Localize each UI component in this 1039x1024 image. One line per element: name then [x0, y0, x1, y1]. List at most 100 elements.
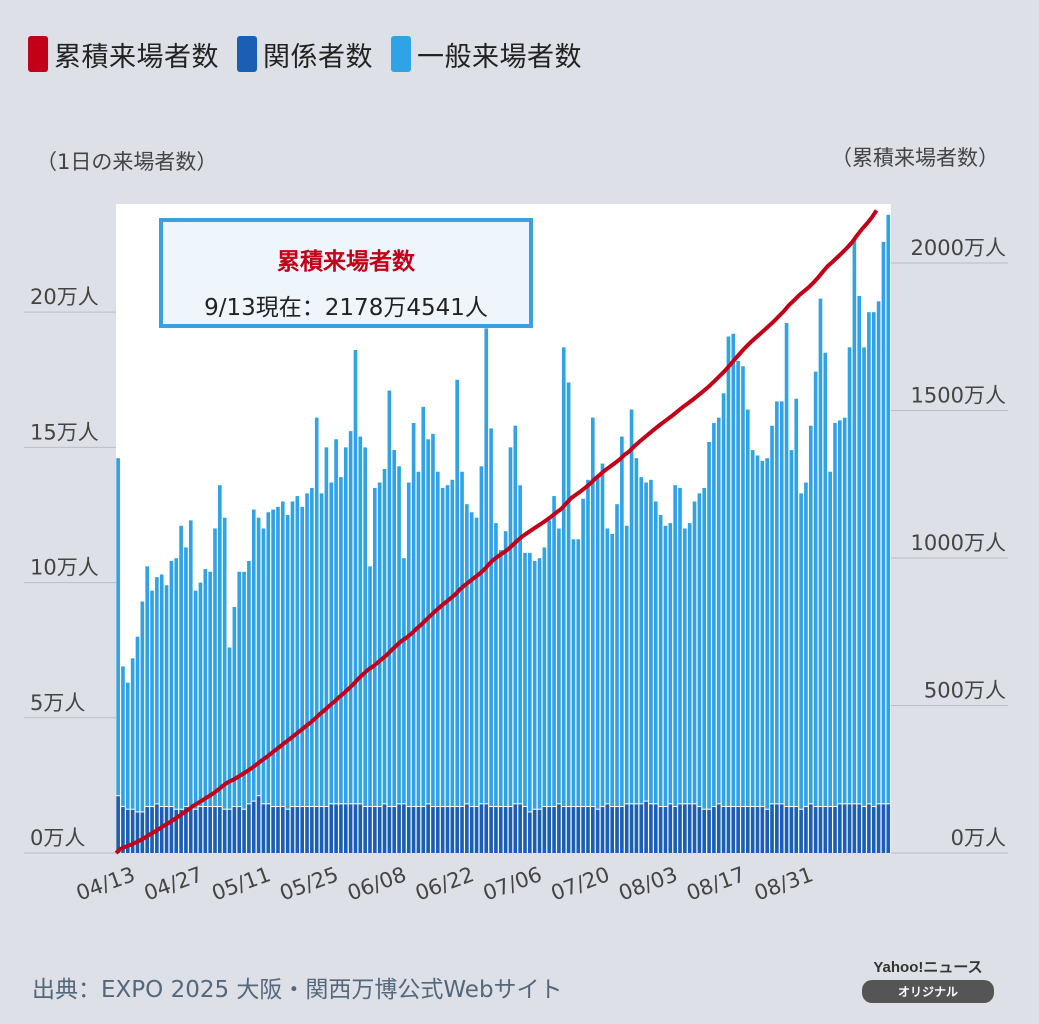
gridlines — [24, 262, 1008, 854]
staff-bar — [387, 807, 392, 853]
general-bar — [561, 347, 566, 807]
staff-bar — [644, 801, 648, 853]
staff-bar — [227, 809, 232, 853]
general-bar — [697, 493, 702, 807]
x-tick-label: 04/27 — [141, 862, 206, 905]
staff-bar — [150, 807, 154, 853]
left-axis-title: （1日の来場者数） — [36, 150, 218, 174]
general-bar — [542, 547, 547, 807]
general-bar — [702, 487, 707, 809]
staff-bar — [135, 812, 140, 853]
general-bar — [629, 409, 634, 804]
general-bar — [440, 487, 445, 807]
general-bar — [789, 450, 794, 807]
staff-bar — [804, 807, 808, 853]
staff-bar — [222, 809, 227, 853]
right-axis-ticks: 0万人 500万人 1000万人 1500万人 2000万人 — [911, 236, 1006, 850]
staff-bar — [469, 807, 474, 853]
general-bar — [416, 471, 421, 807]
general-bar — [712, 423, 716, 807]
general-bar — [125, 682, 130, 809]
staff-bar — [842, 804, 847, 853]
staff-bar — [353, 804, 358, 853]
general-bar — [528, 552, 532, 812]
staff-bar — [590, 807, 595, 853]
general-bar — [358, 436, 363, 804]
staff-bar — [881, 804, 886, 853]
general-bar — [779, 401, 784, 804]
general-bar — [222, 517, 227, 809]
left-tick-label: 15万人 — [30, 420, 99, 444]
staff-bar — [610, 807, 615, 853]
staff-bar — [295, 807, 300, 853]
staff-bar — [508, 807, 513, 853]
general-bar — [532, 560, 537, 809]
staff-bar — [770, 804, 774, 853]
general-bar — [741, 366, 745, 807]
staff-bar — [280, 807, 285, 853]
staff-bar — [799, 809, 803, 853]
staff-bar — [760, 807, 765, 853]
general-bar — [150, 590, 154, 807]
staff-bar — [537, 809, 542, 853]
staff-bar — [683, 804, 687, 853]
staff-bar — [450, 807, 455, 853]
general-bar — [159, 574, 164, 807]
staff-bar — [692, 804, 697, 853]
staff-bar — [489, 807, 493, 853]
general-bar — [402, 558, 406, 804]
legend-swatch-cumulative — [28, 36, 48, 72]
staff-bar — [697, 807, 702, 853]
general-bar — [218, 485, 222, 807]
general-bar — [678, 487, 682, 804]
staff-bar — [620, 807, 624, 853]
general-bar — [169, 560, 174, 807]
general-bar — [823, 352, 828, 807]
staff-bar — [334, 804, 338, 853]
general-bar — [140, 601, 145, 812]
staff-bar — [130, 809, 135, 853]
staff-bar — [169, 807, 174, 853]
staff-bar — [755, 807, 760, 853]
general-bars — [116, 214, 891, 812]
general-bar — [469, 512, 474, 807]
general-bar — [794, 398, 799, 807]
right-tick-label: 2000万人 — [911, 236, 1006, 260]
general-bar — [479, 466, 484, 804]
general-bar — [251, 509, 256, 801]
general-bar — [411, 423, 416, 807]
staff-bar — [261, 804, 266, 853]
staff-bar — [145, 807, 150, 853]
staff-bar — [775, 804, 779, 853]
x-tick-label: 08/31 — [751, 862, 816, 905]
general-bar — [280, 501, 285, 807]
general-bar — [523, 552, 527, 807]
staff-bar — [629, 804, 634, 853]
general-bar — [174, 558, 179, 809]
staff-bar — [862, 807, 866, 853]
general-bar — [426, 439, 430, 804]
general-bar — [649, 479, 653, 804]
staff-bar — [358, 804, 363, 853]
x-tick-label: 07/20 — [548, 862, 613, 905]
staff-bar — [726, 807, 731, 853]
general-bar — [765, 458, 770, 809]
staff-bar — [716, 804, 721, 853]
staff-bar — [595, 809, 600, 853]
right-tick-label: 0万人 — [951, 826, 1006, 850]
general-bar — [445, 485, 450, 807]
staff-bar — [721, 807, 726, 853]
staff-bar — [218, 807, 222, 853]
staff-bar — [208, 807, 212, 853]
general-bar — [644, 482, 648, 801]
staff-bar — [343, 804, 348, 853]
general-bar — [392, 450, 397, 807]
general-bar — [135, 636, 140, 812]
staff-bar — [653, 804, 658, 853]
general-bar — [799, 493, 803, 809]
callout-title: 累積来場者数 — [277, 249, 415, 275]
general-bar — [324, 447, 329, 807]
staff-bar — [421, 807, 426, 853]
staff-bar — [348, 804, 353, 853]
staff-bar — [164, 807, 169, 853]
